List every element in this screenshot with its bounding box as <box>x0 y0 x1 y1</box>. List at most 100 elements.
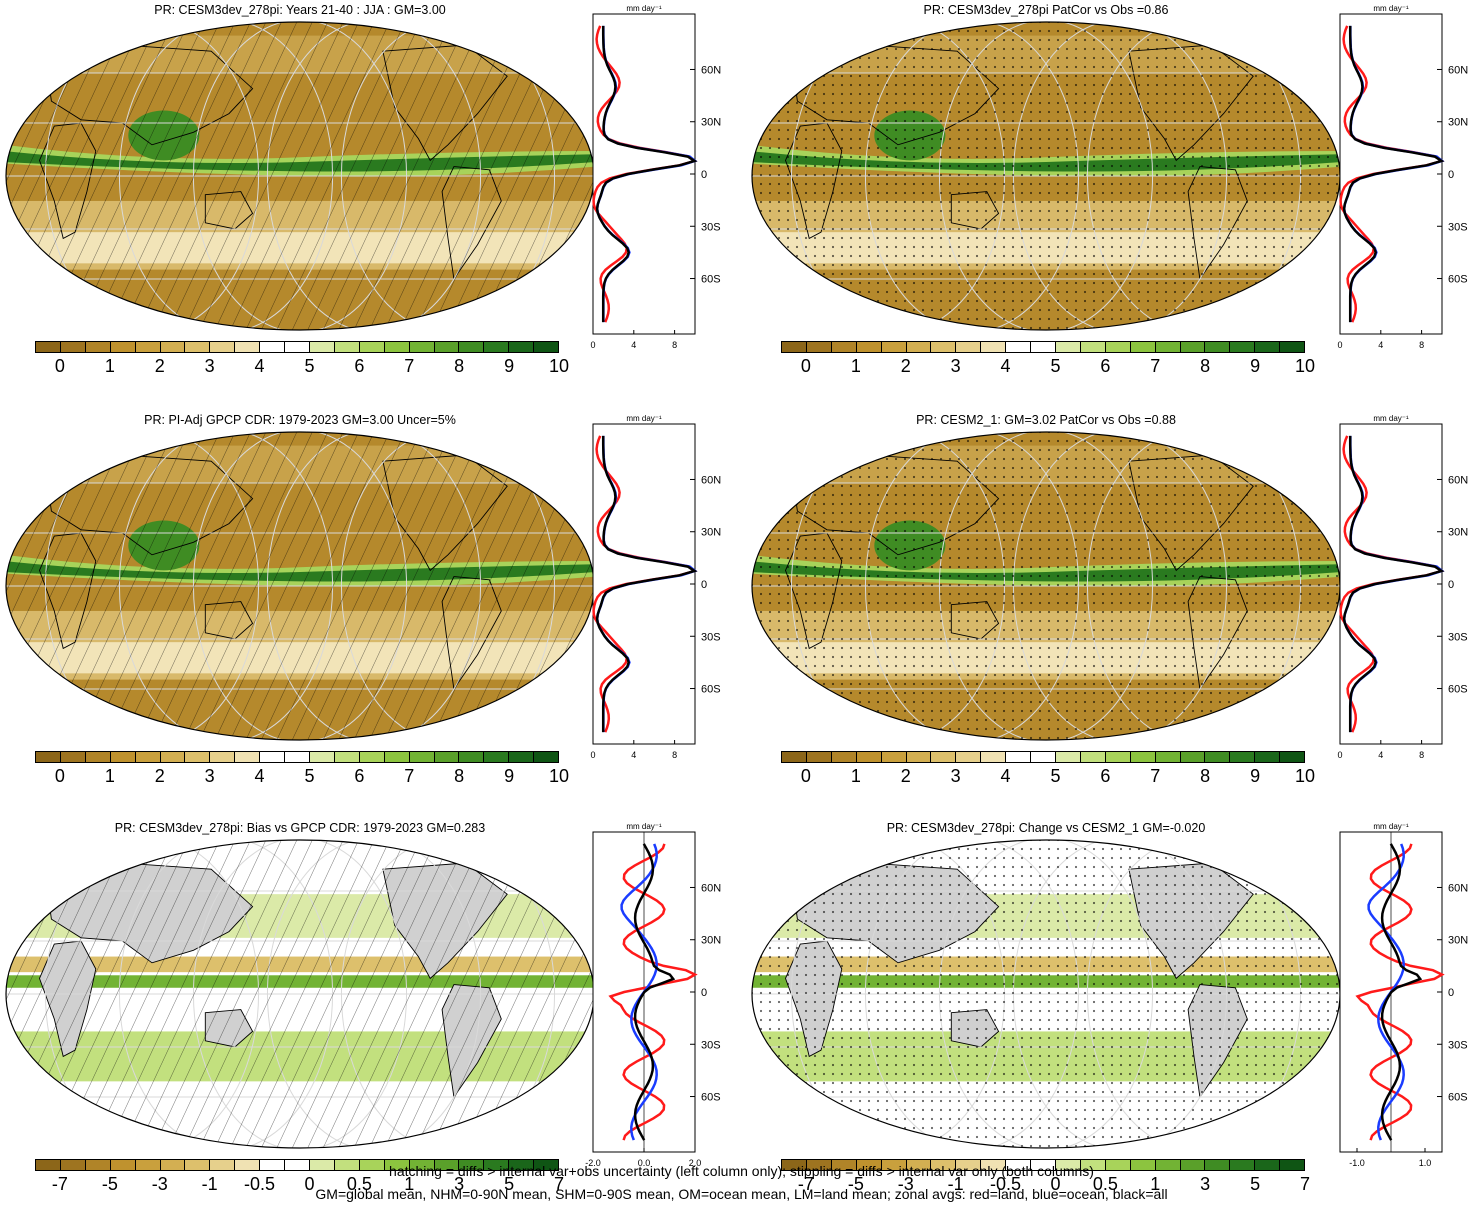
lat-tick-label: 30N <box>1448 527 1468 539</box>
colorbar-swatch <box>956 752 982 762</box>
colorbar-swatch <box>434 342 460 352</box>
lat-tick-label: 60N <box>1448 882 1468 894</box>
colorbar-swatch <box>285 342 310 352</box>
colorbar-label: 9 <box>1250 766 1261 786</box>
colorbar-label: 4 <box>1000 356 1011 376</box>
colorbar-label: 1 <box>850 766 861 786</box>
colorbar-label: 3 <box>1200 1174 1211 1194</box>
zonal-x-tick-label: 0 <box>1337 340 1342 350</box>
colorbar-label: 3 <box>204 766 215 786</box>
colorbar-label: 2 <box>154 766 165 786</box>
colorbar <box>35 341 559 353</box>
colorbar-label: -1 <box>947 1174 964 1194</box>
colorbar-label: 4 <box>1000 766 1011 786</box>
lat-tick-label: 0 <box>701 579 707 591</box>
colorbar-labels: 0 1 2 3 4 5 6 7 8 9 10 <box>35 356 569 378</box>
zonal-x-tick-label: 4 <box>1378 750 1383 760</box>
colorbar-swatch <box>906 752 932 762</box>
colorbar-swatch <box>831 342 857 352</box>
colorbar-swatch <box>484 342 510 352</box>
lat-tick-label: 60N <box>1448 64 1468 76</box>
colorbar-swatch <box>782 342 807 352</box>
colorbar-swatch <box>931 1160 957 1170</box>
colorbar-label: 10 <box>1294 766 1316 786</box>
colorbar-swatch <box>806 342 832 352</box>
colorbar-swatch <box>36 1160 61 1170</box>
zonal-x-tick-label: 2.0 <box>689 1158 702 1168</box>
lat-tick-label: 0 <box>701 987 707 999</box>
zonal-mean-plot: mm day⁻¹ 60N 30N 0 30S 60S -1.0 1.0 <box>1339 822 1468 1168</box>
colorbar-label: 0 <box>800 356 811 376</box>
colorbar-swatch <box>235 342 261 352</box>
colorbar-label: 10 <box>548 766 570 786</box>
colorbar-label: 8 <box>454 766 465 786</box>
colorbar-swatch <box>1155 752 1181 762</box>
colorbar-label: 1 <box>104 766 115 786</box>
lat-tick-label: 60S <box>701 684 721 696</box>
colorbar-swatch <box>981 1160 1007 1170</box>
zonal-x-tick-label: 0 <box>590 340 595 350</box>
colorbar-label: -1 <box>201 1174 218 1194</box>
robinson-map <box>5 431 595 741</box>
colorbar-swatch <box>409 342 435 352</box>
colorbar-swatch <box>1155 342 1181 352</box>
colorbar-swatch <box>85 752 111 762</box>
colorbar-label: 0.5 <box>346 1174 372 1194</box>
colorbar-label: 0 <box>304 1174 315 1194</box>
colorbar-swatch <box>931 752 957 762</box>
colorbar <box>35 751 559 763</box>
colorbar-label: 8 <box>454 356 465 376</box>
panel-title: PR: CESM3dev_278pi PatCor vs Obs =0.86 <box>923 3 1169 17</box>
lat-tick-label: 30N <box>1448 935 1468 947</box>
colorbar-swatch <box>534 342 559 352</box>
colorbar-label: 3 <box>204 356 215 376</box>
colorbar-swatch <box>85 342 111 352</box>
colorbar-swatch <box>856 1160 882 1170</box>
zonal-units: mm day⁻¹ <box>626 4 662 13</box>
zonal-x-tick-label: -1.0 <box>1349 1158 1365 1168</box>
colorbar-swatch <box>110 1160 136 1170</box>
zonal-units: mm day⁻¹ <box>626 414 662 423</box>
lat-tick-label: 0 <box>1448 169 1454 181</box>
colorbar-label: 2 <box>900 766 911 786</box>
colorbar-swatch <box>384 342 410 352</box>
colorbar-labels: -7 -5 -3 -1 -0.5 0 0.5 1 3 5 7 <box>781 1174 1310 1196</box>
colorbar-swatch <box>60 1160 86 1170</box>
colorbar-swatch <box>881 752 907 762</box>
colorbar-swatch <box>359 1160 385 1170</box>
colorbar-swatch <box>1006 752 1032 762</box>
colorbar-label: 6 <box>1100 766 1111 786</box>
zonal-x-tick-label: 4 <box>1378 340 1383 350</box>
colorbar-swatch <box>484 1160 510 1170</box>
colorbar-swatch <box>1055 342 1081 352</box>
colorbar-label: 3 <box>454 1174 465 1194</box>
colorbar-label: 3 <box>950 356 961 376</box>
zonal-x-tick-label: 8 <box>672 750 677 760</box>
colorbar-label: 7 <box>404 356 415 376</box>
colorbar-swatch <box>459 342 485 352</box>
lat-tick-label: 60S <box>1448 1092 1468 1104</box>
colorbar-swatch <box>85 1160 111 1170</box>
colorbar-swatch <box>981 752 1007 762</box>
colorbar-swatch <box>806 1160 832 1170</box>
colorbar-label: 8 <box>1200 766 1211 786</box>
colorbar-labels: 0 1 2 3 4 5 6 7 8 9 10 <box>781 356 1315 378</box>
panel-title: PR: CESM3dev_278pi: Bias vs GPCP CDR: 19… <box>114 821 486 835</box>
footer-line-1: hatching = diffs > internal var+obs unce… <box>389 1163 1094 1179</box>
panel-title: PR: PI-Adj GPCP CDR: 1979-2023 GM=3.00 U… <box>144 413 456 427</box>
colorbar-swatch <box>1230 752 1256 762</box>
colorbar-label: 7 <box>1299 1174 1311 1194</box>
colorbar-swatch <box>906 1160 932 1170</box>
colorbar-swatch <box>210 342 236 352</box>
colorbar-swatch <box>906 342 932 352</box>
zonal-x-tick-label: 8 <box>1419 340 1424 350</box>
colorbar-label: -5 <box>847 1174 864 1194</box>
zonal-mean-plot: mm day⁻¹ 60N 30N 0 30S 60S 0 4 8 <box>590 414 721 760</box>
colorbar-swatch <box>409 1160 435 1170</box>
zonal-curve <box>633 843 676 1141</box>
colorbar-swatch <box>782 1160 807 1170</box>
colorbar-swatch <box>309 1160 335 1170</box>
colorbar-label: 7 <box>553 1174 565 1194</box>
colorbar-swatch <box>185 1160 211 1170</box>
colorbar-label: 6 <box>354 766 365 786</box>
